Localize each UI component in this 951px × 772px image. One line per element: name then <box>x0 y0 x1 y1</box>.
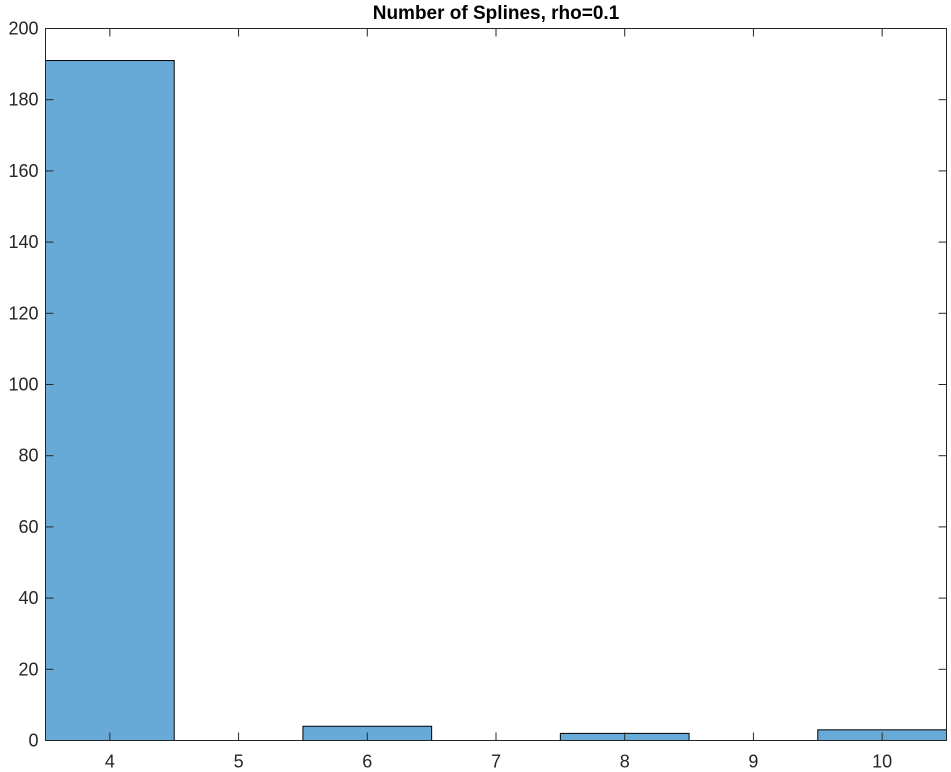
y-tick-label: 60 <box>18 517 38 537</box>
y-tick-label: 140 <box>8 232 38 252</box>
y-axis: 0 20 40 60 80 100 120 140 160 180 200 <box>8 19 947 751</box>
y-tick-label: 0 <box>28 731 38 751</box>
y-tick-label: 100 <box>8 375 38 395</box>
x-axis: 4 5 6 7 8 9 10 <box>105 28 892 772</box>
y-tick-label: 160 <box>8 161 38 181</box>
axes-box <box>45 28 947 741</box>
x-tick-label: 6 <box>362 752 372 772</box>
x-tick-label: 7 <box>491 752 501 772</box>
bars-group <box>45 60 947 742</box>
y-tick-label: 200 <box>8 19 38 39</box>
x-tick-label: 8 <box>620 752 630 772</box>
x-tick-label: 5 <box>234 752 244 772</box>
y-tick-label: 180 <box>8 90 38 110</box>
x-tick-label: 4 <box>105 752 115 772</box>
bar-4 <box>45 60 175 742</box>
x-tick-label: 10 <box>872 752 892 772</box>
chart-title: Number of Splines, rho=0.1 <box>373 3 620 24</box>
y-tick-label: 120 <box>8 303 38 323</box>
y-tick-label: 20 <box>18 659 38 679</box>
x-tick-label: 9 <box>748 752 758 772</box>
y-tick-label: 40 <box>18 588 38 608</box>
y-tick-label: 80 <box>18 446 38 466</box>
